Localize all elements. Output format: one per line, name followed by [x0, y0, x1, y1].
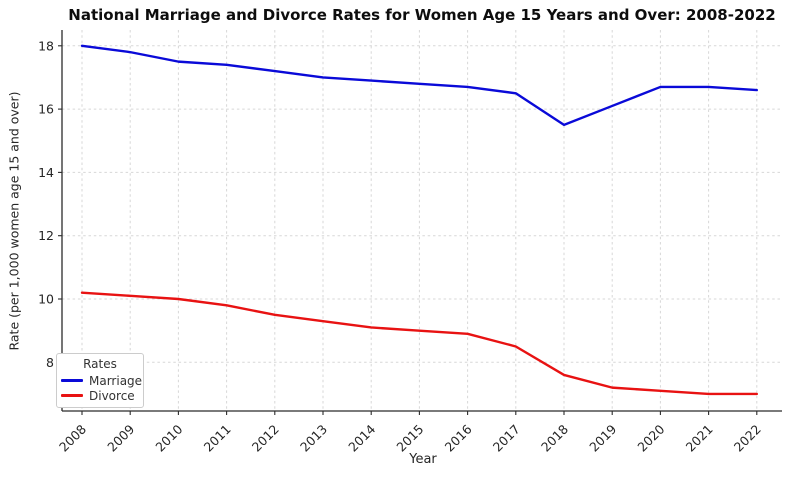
marriage-line-swatch: [61, 379, 83, 382]
divorce-line-swatch: [61, 394, 83, 397]
x-tick-label: 2008: [56, 421, 89, 454]
legend-label-marriage: Marriage: [89, 373, 143, 388]
x-tick-label: 2014: [345, 421, 378, 454]
marriage-line: [80, 44, 758, 127]
legend-title: Rates: [83, 357, 117, 371]
x-tick-label: 2021: [683, 422, 716, 455]
divorce-line: [80, 291, 758, 396]
y-tick-label: 10: [38, 292, 54, 307]
x-tick-label: 2019: [586, 421, 619, 454]
legend-item-marriage: Marriage: [61, 373, 143, 388]
x-tick-label: 2009: [104, 421, 137, 454]
legend-label-divorce: Divorce: [89, 388, 135, 403]
y-tick-label: 8: [46, 355, 54, 370]
x-tick-label: 2013: [297, 422, 330, 455]
chart-title: National Marriage and Divorce Rates for …: [68, 6, 776, 24]
legend-item-divorce: Divorce: [61, 388, 139, 403]
x-tick-label: 2016: [442, 421, 475, 454]
x-tick-label: 2011: [201, 422, 234, 455]
x-tick-label: 2010: [152, 421, 185, 454]
x-tick-label: 2022: [731, 422, 764, 455]
x-tick-label: 2018: [538, 421, 571, 454]
x-axis-label: Year: [409, 452, 437, 467]
legend: Rates Marriage Divorce: [56, 353, 144, 408]
x-tick-label: 2020: [634, 421, 667, 454]
y-tick-label: 18: [38, 38, 54, 53]
y-tick-label: 14: [38, 165, 54, 180]
x-tick-label: 2015: [393, 422, 426, 455]
y-tick-label: 12: [38, 228, 54, 243]
y-axis-label: Rate (per 1,000 women age 15 and over): [6, 91, 22, 351]
y-tick-label: 16: [38, 102, 54, 117]
x-tick-label: 2012: [249, 422, 282, 455]
x-tick-label: 2017: [490, 422, 523, 455]
